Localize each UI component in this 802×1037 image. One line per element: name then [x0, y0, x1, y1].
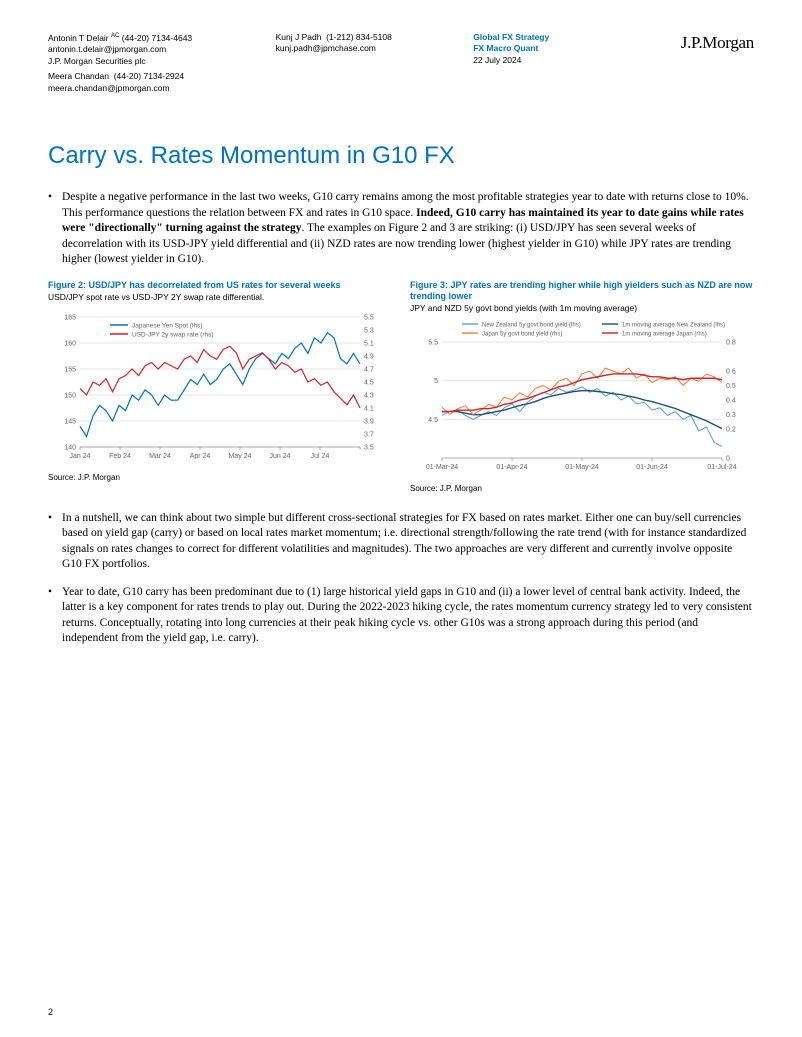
- svg-text:Jan 24: Jan 24: [69, 453, 90, 460]
- author-3-name: Kunj J Padh: [276, 32, 322, 42]
- svg-text:150: 150: [64, 392, 76, 399]
- svg-text:May 24: May 24: [229, 453, 252, 460]
- author-2-phone: (44-20) 7134-2924: [114, 71, 184, 81]
- header-col-1: Antonin T Delair AC (44-20) 7134-4643 an…: [48, 32, 208, 94]
- svg-text:Japanese Yen Spot (lhs): Japanese Yen Spot (lhs): [132, 322, 202, 329]
- author-2-email: meera.chandan@jpmorgan.com: [48, 83, 208, 94]
- svg-text:0.2: 0.2: [726, 426, 736, 433]
- bullet-2: In a nutshell, we can think about two si…: [62, 511, 754, 573]
- content: Despite a negative performance in the la…: [48, 190, 754, 647]
- svg-text:5.5: 5.5: [428, 339, 438, 346]
- svg-text:140: 140: [64, 444, 76, 451]
- header-date: 22 July 2024: [473, 55, 613, 66]
- svg-text:4.9: 4.9: [364, 353, 374, 360]
- svg-text:01-May-24: 01-May-24: [565, 464, 599, 471]
- svg-text:4.5: 4.5: [428, 417, 438, 424]
- header-col-3: Global FX Strategy FX Macro Quant 22 Jul…: [473, 32, 613, 94]
- svg-text:3.7: 3.7: [364, 431, 374, 438]
- svg-text:4.1: 4.1: [364, 405, 374, 412]
- author-2-name: Meera Chandan: [48, 71, 109, 81]
- svg-text:155: 155: [64, 366, 76, 373]
- svg-text:160: 160: [64, 340, 76, 347]
- figure-2: Figure 2: USD/JPY has decorrelated from …: [48, 280, 392, 495]
- author-1-sup: AC: [111, 33, 119, 39]
- svg-text:5.5: 5.5: [364, 314, 374, 321]
- author-3-phone: (1-212) 834-5108: [326, 32, 392, 42]
- author-1-email: antonin.t.delair@jpmorgan.com: [48, 44, 208, 55]
- svg-text:0.3: 0.3: [726, 412, 736, 419]
- page-title: Carry vs. Rates Momentum in G10 FX: [48, 142, 754, 170]
- svg-text:165: 165: [64, 314, 76, 321]
- svg-text:01-Mar-24: 01-Mar-24: [426, 464, 458, 471]
- svg-text:3.9: 3.9: [364, 418, 374, 425]
- svg-text:Feb 24: Feb 24: [109, 453, 131, 460]
- svg-text:5.1: 5.1: [364, 340, 374, 347]
- figure-3: Figure 3: JPY rates are trending higher …: [410, 280, 754, 495]
- figure-2-chart: 140 145 150 155 160 165 3.5 3.7 3.9 4.1 4.3 4.5 4.7 4…: [48, 307, 392, 467]
- figure-2-subtitle: USD/JPY spot rate vs USD-JPY 2Y swap rat…: [48, 292, 392, 303]
- svg-text:01-Jul-24: 01-Jul-24: [707, 464, 736, 471]
- author-3: Kunj J Padh (1-212) 834-5108: [276, 32, 406, 43]
- svg-text:5.3: 5.3: [364, 327, 374, 334]
- figure-2-title: Figure 2: USD/JPY has decorrelated from …: [48, 280, 392, 291]
- svg-text:145: 145: [64, 418, 76, 425]
- bullet-3: Year to date, G10 carry has been predomi…: [62, 585, 754, 647]
- svg-text:Apr 24: Apr 24: [190, 453, 211, 460]
- svg-text:1m moving average Japan (rhs): 1m moving average Japan (rhs): [622, 331, 707, 337]
- svg-text:01-Jun-24: 01-Jun-24: [636, 464, 668, 471]
- svg-text:1m moving average New Zealand: 1m moving average New Zealand (lhs): [622, 322, 725, 328]
- author-1-org: J.P. Morgan Securities plc: [48, 56, 208, 67]
- author-1-name: Antonin T Delair: [48, 33, 109, 43]
- author-3-email: kunj.padh@jpmchase.com: [276, 43, 406, 54]
- svg-text:5: 5: [434, 378, 438, 385]
- svg-text:4.5: 4.5: [364, 379, 374, 386]
- svg-text:0.4: 0.4: [726, 397, 736, 404]
- svg-text:USD-JPY 2y swap rate (rhs): USD-JPY 2y swap rate (rhs): [132, 331, 214, 338]
- svg-text:0.8: 0.8: [726, 339, 736, 346]
- figure-2-source: Source: J.P. Morgan: [48, 473, 392, 484]
- svg-text:3.5: 3.5: [364, 444, 374, 451]
- figures-row: Figure 2: USD/JPY has decorrelated from …: [48, 280, 754, 495]
- author-1-phone: (44-20) 7134-4643: [122, 33, 192, 43]
- svg-text:4.3: 4.3: [364, 392, 374, 399]
- svg-text:Japan 5y govt bond yield (rhs): Japan 5y govt bond yield (rhs): [482, 331, 562, 337]
- svg-text:0.6: 0.6: [726, 368, 736, 375]
- dept-2: FX Macro Quant: [473, 43, 613, 54]
- dept-1: Global FX Strategy: [473, 32, 613, 43]
- header-col-2: Kunj J Padh (1-212) 834-5108 kunj.padh@j…: [276, 32, 406, 94]
- figure-3-chart: 4.5 5 5.5 0 0.2 0.3 0.4 0.5 0.6 0.8 01-Mar-24 01-Ap…: [410, 318, 754, 478]
- svg-text:Mar 24: Mar 24: [149, 453, 171, 460]
- svg-text:New Zealand 5y govt bond yield: New Zealand 5y govt bond yield (lhs): [482, 322, 581, 328]
- logo: J.P.Morgan: [681, 32, 754, 94]
- figure-3-subtitle: JPY and NZD 5y govt bond yields (with 1m…: [410, 303, 754, 314]
- figure-3-title: Figure 3: JPY rates are trending higher …: [410, 280, 754, 303]
- bullet-1: Despite a negative performance in the la…: [62, 190, 754, 268]
- svg-text:Jun 24: Jun 24: [269, 453, 290, 460]
- svg-text:Jul 24: Jul 24: [311, 453, 330, 460]
- svg-text:0: 0: [726, 455, 730, 462]
- header: Antonin T Delair AC (44-20) 7134-4643 an…: [48, 32, 754, 94]
- author-1: Antonin T Delair AC (44-20) 7134-4643: [48, 32, 208, 44]
- figure-3-source: Source: J.P. Morgan: [410, 484, 754, 495]
- svg-text:4.7: 4.7: [364, 366, 374, 373]
- svg-text:01-Apr-24: 01-Apr-24: [496, 464, 527, 471]
- author-2: Meera Chandan (44-20) 7134-2924: [48, 71, 208, 82]
- svg-text:0.5: 0.5: [726, 383, 736, 390]
- page-number: 2: [48, 1007, 53, 1017]
